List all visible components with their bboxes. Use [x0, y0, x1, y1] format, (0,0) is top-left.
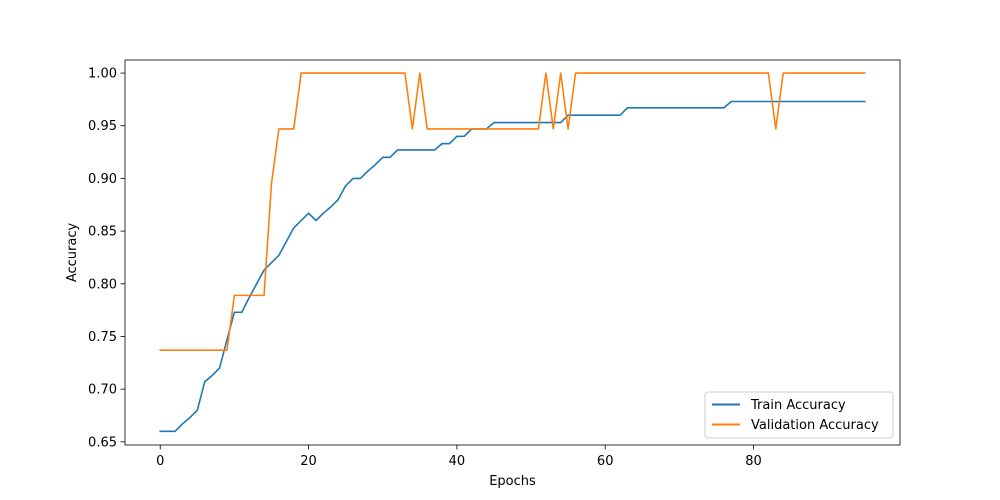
legend-label-train: Train Accuracy	[750, 398, 846, 413]
y-axis-label: Accuracy	[65, 223, 80, 283]
y-axis-ticks: 0.65 0.70 0.75 0.80 0.85 0.90 0.95 1.00	[88, 67, 125, 450]
y-tick-label: 0.80	[88, 277, 117, 292]
x-tick-label: 80	[745, 454, 762, 469]
series-layer	[159, 72, 866, 433]
y-tick-label: 1.00	[88, 67, 117, 82]
x-tick-label: 60	[597, 454, 614, 469]
x-axis-ticks: 0 20 40 60 80	[156, 445, 762, 469]
x-tick-label: 20	[300, 454, 317, 469]
y-tick-label: 0.95	[88, 119, 117, 134]
x-tick-label: 40	[449, 454, 466, 469]
plot-frame	[124, 59, 901, 446]
legend-box	[704, 391, 894, 439]
train-accuracy-line	[159, 100, 866, 433]
y-tick-label: 0.75	[88, 330, 117, 345]
x-tick-label: 0	[156, 454, 164, 469]
legend-label-validation: Validation Accuracy	[751, 418, 879, 433]
y-tick-label: 0.70	[88, 383, 117, 398]
validation-accuracy-line	[159, 72, 866, 351]
x-axis-label: Epochs	[489, 474, 536, 489]
plot-area	[125, 60, 900, 445]
y-tick-label: 0.85	[88, 225, 117, 240]
y-tick-label: 0.65	[88, 435, 117, 450]
y-tick-label: 0.90	[88, 172, 117, 187]
legend: Train Accuracy Validation Accuracy	[704, 391, 894, 439]
